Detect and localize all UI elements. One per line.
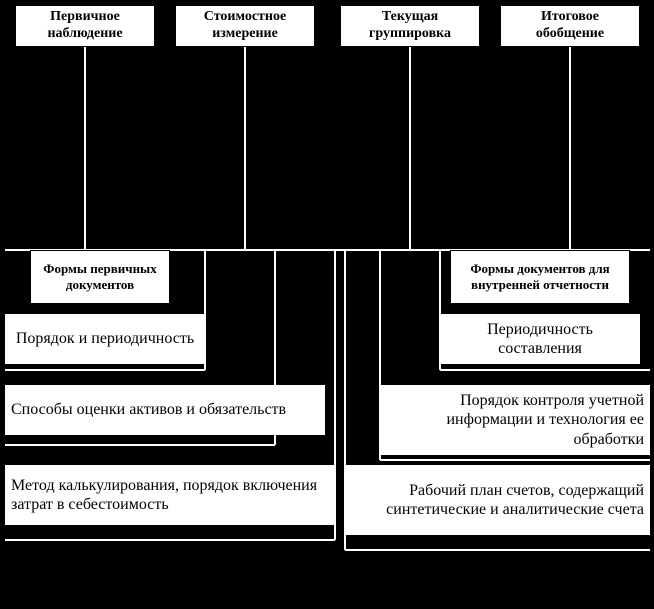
top-box-2: Стоимостное измерение (175, 5, 315, 47)
label-left-2: Способы оценки активов и обязательств (5, 385, 325, 435)
top-box-3: Текущая группировка (340, 5, 480, 47)
mid-box-right: Формы документов для внутренней отчетнос… (450, 250, 630, 304)
top-box-4: Итоговое обобщение (500, 5, 640, 47)
label-right-3: Рабочий план счетов, содержащий синтетич… (345, 465, 650, 535)
label-left-3: Метод калькулирования, порядок включения… (5, 465, 335, 525)
label-left-1: Порядок и периодичность (5, 314, 205, 364)
label-right-2: Порядок контроля учетной информации и те… (380, 385, 650, 455)
top-box-1: Первичное наблюдение (15, 5, 155, 47)
label-right-1: Периодичность составления (440, 314, 640, 364)
mid-box-left: Формы первичных документов (30, 250, 170, 304)
